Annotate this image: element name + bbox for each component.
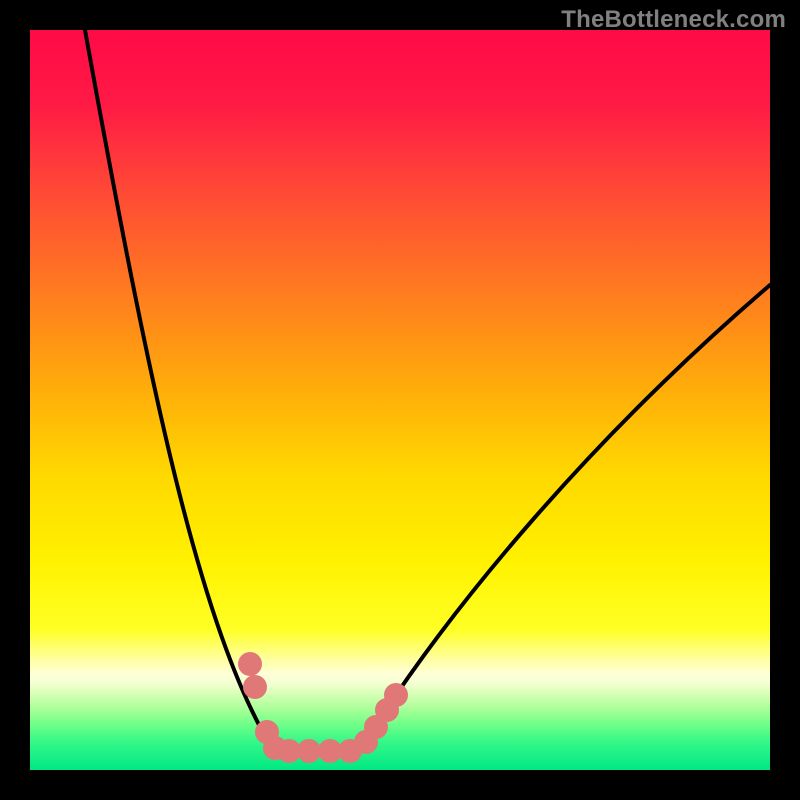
gradient-background xyxy=(30,30,770,770)
data-marker xyxy=(243,675,267,699)
chart-area xyxy=(30,30,770,770)
data-marker xyxy=(297,739,321,763)
watermark-text: TheBottleneck.com xyxy=(561,6,786,34)
chart-svg xyxy=(30,30,770,770)
data-marker xyxy=(384,683,408,707)
data-marker xyxy=(238,652,262,676)
outer-frame: TheBottleneck.com xyxy=(0,0,800,800)
